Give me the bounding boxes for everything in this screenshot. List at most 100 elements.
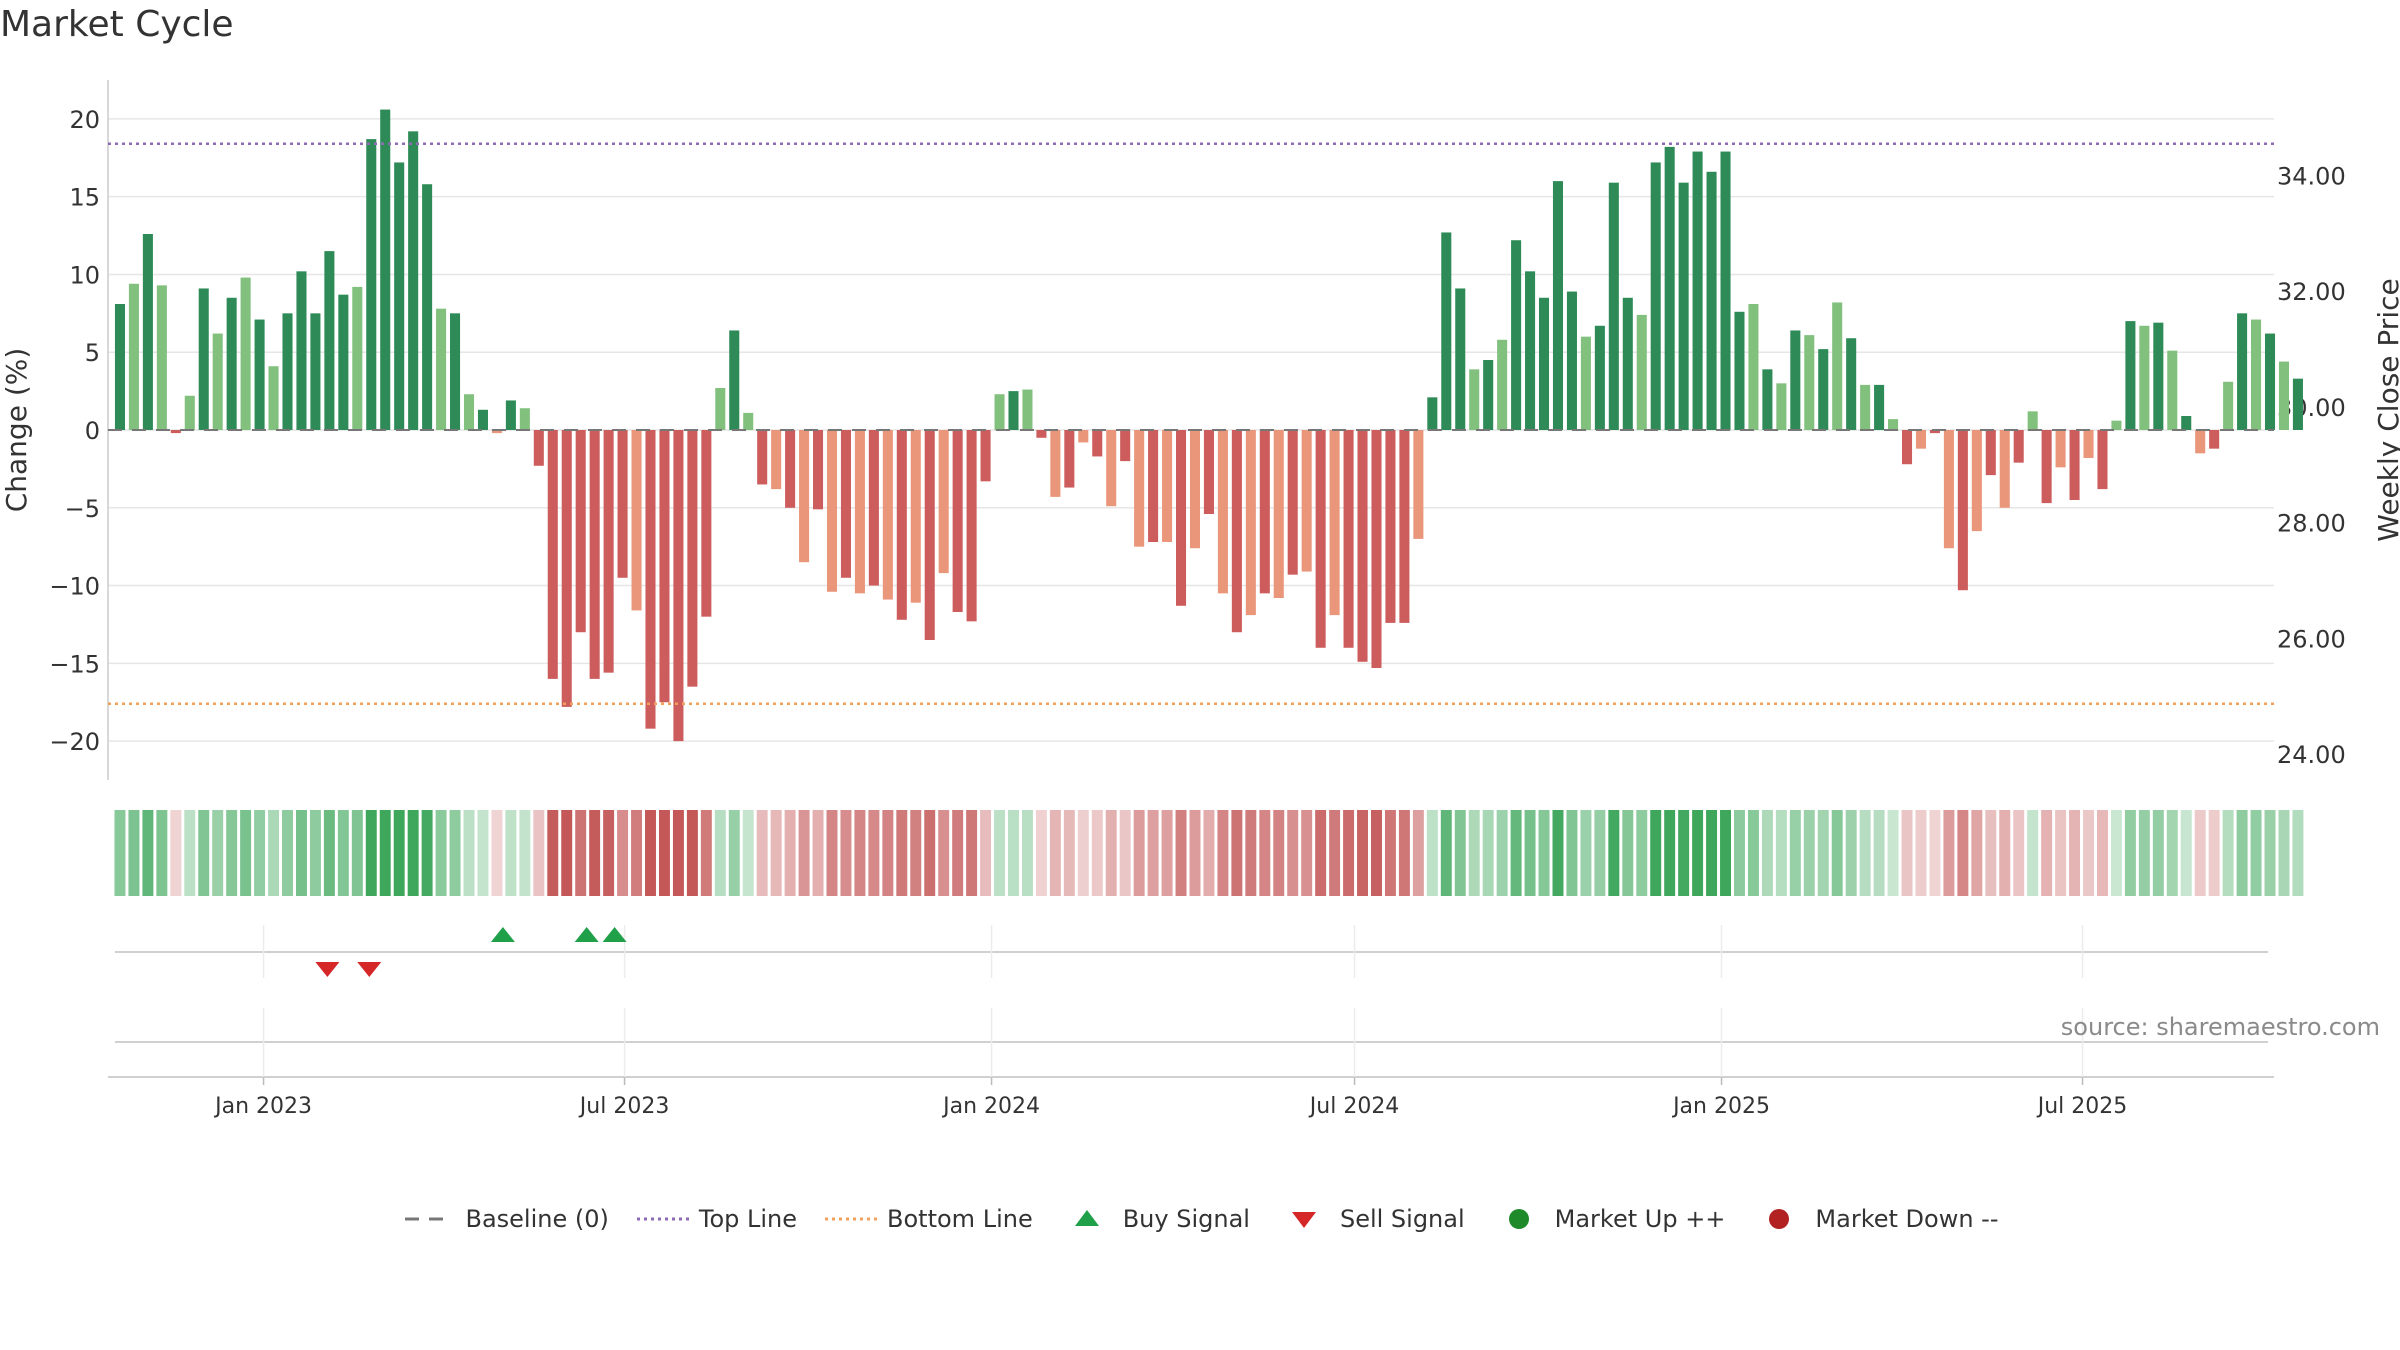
heat-cell xyxy=(2278,810,2290,896)
bar xyxy=(743,412,754,430)
heat-cell xyxy=(2292,810,2304,896)
bar xyxy=(1734,311,1745,430)
bar xyxy=(2013,430,2024,463)
legend-item-market-down[interactable]: Market Down -- xyxy=(1751,1205,1999,1233)
heat-cell xyxy=(505,810,517,896)
bar xyxy=(1148,430,1159,542)
heat-cell xyxy=(1329,810,1341,896)
bar xyxy=(1064,430,1075,488)
legend-item-top-line[interactable]: Top Line xyxy=(635,1205,797,1233)
heat-cell xyxy=(128,810,140,896)
legend-item-baseline[interactable]: Baseline (0) xyxy=(401,1205,609,1233)
bar xyxy=(757,430,768,485)
heat-cell xyxy=(421,810,433,896)
bar xyxy=(1092,430,1103,457)
source-attribution: source: sharemaestro.com xyxy=(2060,1013,2380,1041)
bar xyxy=(1357,430,1368,662)
bar xyxy=(2181,416,2192,430)
bar xyxy=(2209,430,2220,449)
bar xyxy=(505,400,516,430)
buy-signal-marker xyxy=(602,927,627,942)
heat-cell xyxy=(770,810,782,896)
heat-cell xyxy=(882,810,894,896)
y-tick-label: −5 xyxy=(65,495,100,523)
heat-cell xyxy=(1887,810,1899,896)
legend-item-market-up[interactable]: Market Up ++ xyxy=(1491,1205,1726,1233)
bar xyxy=(1552,181,1564,430)
heat-cell xyxy=(1161,810,1173,896)
bar xyxy=(436,308,447,430)
heat-cell xyxy=(1412,810,1424,896)
bar xyxy=(408,131,419,431)
heat-cell xyxy=(323,810,335,896)
heat-cell xyxy=(812,810,824,896)
legend-item-bottom-line[interactable]: Bottom Line xyxy=(823,1205,1033,1233)
heat-cell xyxy=(114,810,126,896)
heat-cell xyxy=(254,810,266,896)
dash-line-icon xyxy=(401,1207,457,1231)
legend-item-sell-signal[interactable]: Sell Signal xyxy=(1276,1205,1465,1233)
bar xyxy=(1231,430,1242,633)
bar xyxy=(896,430,907,620)
heat-cell xyxy=(184,810,196,896)
heat-cell xyxy=(1859,810,1871,896)
triangle-up-icon xyxy=(1059,1207,1115,1231)
bar xyxy=(1636,314,1647,430)
heat-cell xyxy=(2124,810,2136,896)
heat-cell xyxy=(952,810,964,896)
heat-cell xyxy=(268,810,280,896)
heat-cell xyxy=(1357,810,1369,896)
legend-label: Sell Signal xyxy=(1339,1205,1465,1233)
heat-cell xyxy=(714,810,726,896)
heat-cell xyxy=(1915,810,1927,896)
chart-legend: Baseline (0) Top Line Bottom Line Buy Si… xyxy=(0,1205,2400,1233)
heat-cell xyxy=(337,810,349,896)
bar xyxy=(994,394,1005,430)
heat-cell xyxy=(826,810,838,896)
heat-cell xyxy=(1929,810,1941,896)
bar xyxy=(477,409,488,430)
heat-cell xyxy=(1747,810,1759,896)
bar xyxy=(226,297,237,430)
legend-label: Market Up ++ xyxy=(1554,1205,1726,1233)
heat-cell xyxy=(295,810,307,896)
legend-item-buy-signal[interactable]: Buy Signal xyxy=(1059,1205,1250,1233)
bar xyxy=(1287,430,1298,575)
bar xyxy=(1008,391,1019,430)
heat-cell xyxy=(1482,810,1494,896)
heat-cell xyxy=(226,810,238,896)
heat-cell xyxy=(1217,810,1229,896)
heat-cell xyxy=(2194,810,2206,896)
bar xyxy=(799,430,810,563)
heat-cell xyxy=(1873,810,1885,896)
bar xyxy=(868,430,879,586)
heat-cell xyxy=(1384,810,1396,896)
bar xyxy=(533,430,544,466)
bar xyxy=(1678,182,1689,430)
heat-cell xyxy=(1845,810,1857,896)
heat-cell xyxy=(351,810,363,896)
heat-cell xyxy=(1077,810,1089,896)
heat-cell xyxy=(2208,810,2220,896)
bar xyxy=(324,251,335,430)
bar xyxy=(2111,420,2122,430)
buy-signal-marker xyxy=(490,927,515,942)
heat-cell xyxy=(1622,810,1634,896)
triangle-down-icon xyxy=(1276,1207,1332,1231)
bar xyxy=(701,430,712,617)
bar xyxy=(854,430,865,594)
heat-cell xyxy=(994,810,1006,896)
bar xyxy=(1217,430,1228,594)
bar xyxy=(170,430,181,434)
bar xyxy=(547,430,558,679)
heat-cell xyxy=(1720,810,1731,896)
y-tick-label: 15 xyxy=(69,184,100,212)
heat-cell xyxy=(1678,810,1690,896)
bar xyxy=(771,430,782,490)
bar xyxy=(1762,369,1773,430)
bar xyxy=(659,430,670,703)
y2-tick-label: 24.00 xyxy=(2277,741,2346,769)
bar xyxy=(1776,383,1787,430)
heat-cell xyxy=(1817,810,1829,896)
heat-cell xyxy=(1343,810,1355,896)
